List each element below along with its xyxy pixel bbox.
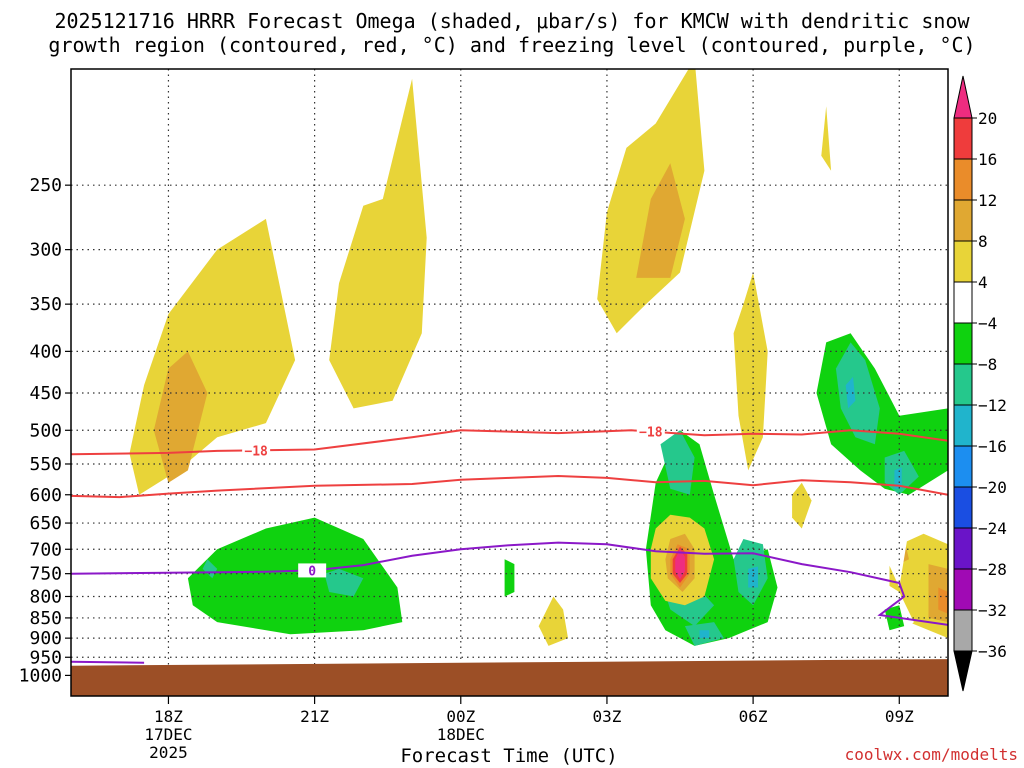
colorbar-bottom-arrow	[953, 650, 973, 692]
y-tick-label-750: 750	[29, 564, 62, 585]
grid-lines	[71, 69, 948, 696]
plot-frame	[70, 68, 949, 697]
y-tick-label-850: 850	[29, 608, 62, 629]
colorbar-label-12: −32	[978, 601, 1007, 620]
colorbar-label-7: −12	[978, 396, 1007, 415]
x-tick-label-09Z: 09Z	[885, 707, 914, 726]
omega-region-1	[153, 351, 208, 483]
colorbar-top-arrow	[953, 75, 973, 119]
colorbar-swatch-12	[953, 609, 973, 652]
y-tick-label-250: 250	[29, 175, 62, 196]
colorbar-label-2: 12	[978, 191, 997, 210]
omega-region-39	[675, 549, 685, 580]
colorbar-swatch-6	[953, 363, 973, 406]
y-tick-label-1000: 1000	[19, 665, 62, 686]
y-tick-label-950: 950	[29, 647, 62, 668]
x-tick-label-06Z: 06Z	[739, 707, 768, 726]
x-axis-label: Forecast Time (UTC)	[400, 745, 618, 767]
ground-terrain	[71, 659, 948, 696]
colorbar-swatch-0	[953, 117, 973, 160]
contour-label-2: 0	[308, 564, 316, 579]
colorbar-swatch-2	[953, 199, 973, 242]
colorbar-label-3: 8	[978, 232, 988, 251]
x-tick-label-03Z: 03Z	[592, 707, 621, 726]
y-tick-label-800: 800	[29, 586, 62, 607]
y-tick-label-600: 600	[29, 485, 62, 506]
contour-dgz-12	[71, 474, 948, 499]
omega-region-2	[329, 78, 427, 409]
contour-label-0: −18	[244, 444, 268, 459]
y-axis: 2503003504004505005506006507007508008509…	[19, 175, 71, 686]
contour-label-bg-1	[636, 424, 665, 439]
contour-freezing-0-b	[71, 660, 145, 664]
contour-label-1: −18	[639, 426, 663, 441]
colorbar-label-0: 20	[978, 109, 997, 128]
omega-region-21	[660, 430, 695, 495]
colorbar-swatch-10	[953, 527, 973, 570]
y-tick-label-450: 450	[29, 383, 62, 404]
colorbar-label-5: −4	[978, 314, 997, 333]
x-tick-sub1-00Z: 18DEC	[437, 725, 485, 744]
colorbar-swatch-9	[953, 486, 973, 529]
omega-region-11	[938, 587, 948, 614]
colorbar-label-8: −16	[978, 437, 1007, 456]
colorbar-label-11: −28	[978, 560, 1007, 579]
y-tick-label-350: 350	[29, 294, 62, 315]
omega-region-6	[821, 106, 832, 171]
omega-region-18	[504, 559, 515, 597]
colorbar: 20 16 12 8 4 −4 −8 −12 −16 −20 −24 −28 −32 −36	[953, 75, 1007, 692]
omega-region-7	[792, 482, 812, 529]
colorbar-swatch-3	[953, 240, 973, 283]
colorbar-swatch-4	[953, 281, 973, 324]
colorbar-swatch-11	[953, 568, 973, 611]
contour-label-bg-2	[298, 563, 327, 578]
x-tick-label-00Z: 00Z	[446, 707, 475, 726]
chart-title-line-2: growth region (contoured, red, °C) and f…	[48, 33, 976, 57]
omega-region-14	[187, 517, 403, 635]
y-tick-label-300: 300	[29, 240, 62, 261]
colorbar-swatch-1	[953, 158, 973, 201]
x-tick-label-18Z: 18Z	[154, 707, 183, 726]
omega-region-31	[884, 450, 919, 495]
omega-field	[129, 69, 948, 650]
omega-region-26	[699, 630, 710, 639]
omega-region-5	[733, 272, 768, 471]
colorbar-label-6: −8	[978, 355, 997, 374]
y-tick-label-550: 550	[29, 454, 62, 475]
omega-region-32	[894, 467, 902, 489]
colorbar-swatch-5	[953, 322, 973, 365]
omega-region-4	[636, 163, 685, 278]
x-tick-sub1-18Z: 17DEC	[144, 725, 192, 744]
y-tick-label-500: 500	[29, 420, 62, 441]
omega-region-15	[324, 568, 364, 597]
y-tick-label-400: 400	[29, 341, 62, 362]
omega-region-16	[202, 559, 218, 579]
x-tick-label-21Z: 21Z	[300, 707, 329, 726]
colorbar-swatch-8	[953, 445, 973, 488]
omega-region-17	[451, 283, 554, 597]
omega-region-23	[748, 566, 758, 588]
x-tick-sub2-18Z: 2025	[149, 743, 188, 762]
colorbar-label-4: 4	[978, 273, 988, 292]
y-tick-label-900: 900	[29, 628, 62, 649]
colorbar-label-10: −24	[978, 519, 1007, 538]
colorbar-label-1: 16	[978, 150, 997, 169]
omega-region-8	[538, 596, 568, 646]
chart-title-line-1: 2025121716 HRRR Forecast Omega (shaded, …	[54, 9, 970, 33]
contour-lines: −18 −18 0	[71, 424, 948, 664]
colorbar-label-13: −36	[978, 642, 1007, 661]
omega-region-30	[845, 376, 856, 409]
y-tick-label-650: 650	[29, 513, 62, 534]
y-tick-label-700: 700	[29, 539, 62, 560]
credit-link[interactable]: coolwx.com/modelts	[844, 745, 1018, 764]
colorbar-swatch-7	[953, 404, 973, 447]
contour-dgz-18	[71, 429, 948, 456]
contour-label-bg-0	[242, 443, 271, 458]
colorbar-label-9: −20	[978, 478, 1007, 497]
